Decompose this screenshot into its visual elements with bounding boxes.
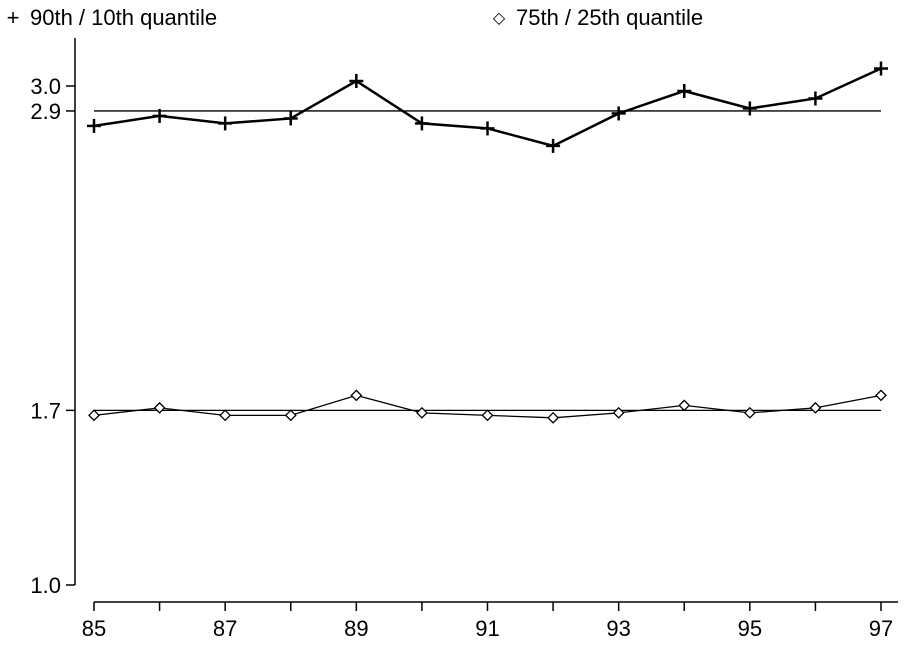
- legend-item-90-10: + 90th / 10th quantile: [2, 5, 218, 31]
- x-tick-label: 97: [869, 616, 893, 641]
- legend-label-90-10: 90th / 10th quantile: [30, 5, 218, 30]
- axes: 1.0 1.7 2.93.0 85 87 89 91 93 95 97: [30, 38, 898, 641]
- y-tick-label: 1.7: [30, 398, 61, 423]
- plus-point: [874, 61, 888, 76]
- legend-item-75-25: ◇ 75th / 25th quantile: [488, 5, 703, 31]
- diamond-point: [219, 409, 232, 422]
- plus-point: [808, 91, 823, 106]
- plus-point: [218, 116, 233, 131]
- diamond-point: [743, 406, 756, 419]
- x-tick-label: 89: [344, 616, 368, 641]
- series-group: [87, 61, 888, 424]
- diamond-marker-icon: ◇: [492, 10, 506, 27]
- x-tick-label: 87: [213, 616, 237, 641]
- plus-point: [349, 74, 364, 89]
- plus-point: [546, 138, 561, 153]
- diamond-point: [809, 401, 822, 414]
- y-tick-label: 3.0: [30, 74, 61, 99]
- plus-point: [87, 118, 101, 133]
- plus-point: [677, 83, 692, 98]
- y-tick-label: 1.0: [30, 573, 61, 598]
- diamond-point: [88, 409, 100, 422]
- diamond-point: [875, 389, 887, 402]
- diamond-point: [284, 409, 297, 422]
- diamond-point: [153, 401, 166, 414]
- diamond-point: [481, 409, 494, 422]
- x-tick-label: 85: [82, 616, 106, 641]
- diamond-point: [415, 406, 428, 419]
- plus-point: [742, 101, 757, 116]
- plus-point: [152, 108, 167, 123]
- legend-label-75-25: 75th / 25th quantile: [516, 5, 704, 30]
- x-tick-label: 93: [606, 616, 630, 641]
- plus-point: [611, 106, 626, 121]
- diamond-point: [350, 389, 363, 402]
- y-tick-label: 2.9: [30, 99, 61, 124]
- diamond-point: [678, 399, 691, 412]
- plus-point: [283, 111, 298, 126]
- plus-point: [480, 121, 495, 136]
- x-tick-label: 95: [738, 616, 762, 641]
- reference-lines: [94, 110, 881, 412]
- diamond-point: [547, 411, 560, 424]
- diamond-point: [612, 406, 625, 419]
- plus-marker-icon: +: [6, 5, 20, 30]
- x-tick-label: 91: [475, 616, 499, 641]
- plus-point: [414, 116, 429, 131]
